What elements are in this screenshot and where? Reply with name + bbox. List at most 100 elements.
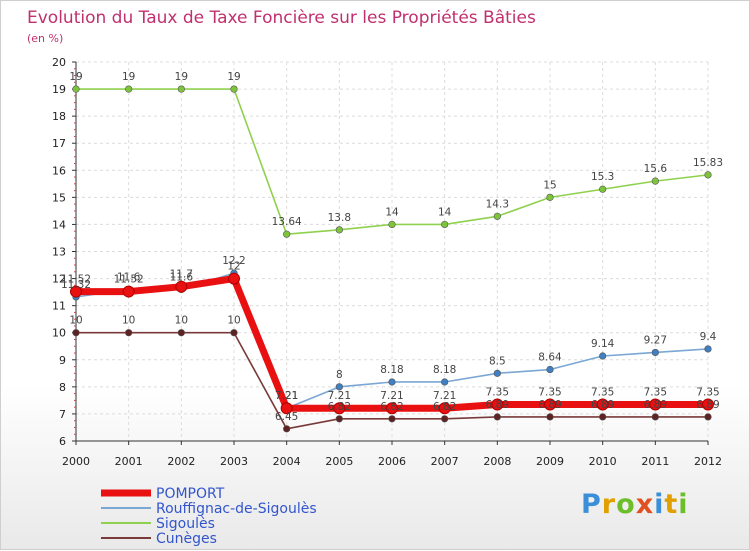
data-point-rouffignac-de-sigoules bbox=[599, 352, 607, 360]
data-point-rouffignac-de-sigoules bbox=[704, 345, 712, 353]
logo-letter: o bbox=[616, 489, 636, 520]
y-tick-label: 6 bbox=[59, 435, 66, 448]
data-point-cuneges bbox=[704, 413, 712, 421]
data-point-cuneges bbox=[177, 329, 185, 337]
x-tick-label: 2010 bbox=[589, 455, 617, 468]
data-point-sigoules bbox=[388, 220, 396, 229]
y-tick-label: 19 bbox=[52, 83, 66, 96]
data-point-pomport bbox=[438, 402, 451, 415]
data-point-sigoules bbox=[704, 171, 712, 179]
logo-letter: x bbox=[635, 489, 655, 520]
legend-label: POMPORT bbox=[156, 486, 225, 502]
legend-label: Rouffignac-de-Sigoulès bbox=[156, 501, 317, 517]
y-tick-label: 9 bbox=[59, 354, 66, 367]
data-label-sigoules: 14.3 bbox=[486, 198, 509, 210]
data-point-sigoules bbox=[546, 193, 554, 201]
data-label-rouffignac-de-sigoules: 9.14 bbox=[591, 338, 615, 350]
data-point-sigoules bbox=[493, 212, 501, 220]
data-point-pomport bbox=[596, 398, 609, 411]
data-label-cuneges: 6.82 bbox=[433, 401, 456, 413]
data-point-rouffignac-de-sigoules bbox=[493, 369, 501, 377]
x-tick-label: 2008 bbox=[483, 455, 511, 468]
data-label-rouffignac-de-sigoules: 8.5 bbox=[489, 355, 506, 367]
data-label-cuneges: 10 bbox=[227, 315, 240, 327]
data-point-cuneges bbox=[493, 413, 501, 421]
data-label-cuneges: 6.89 bbox=[644, 399, 667, 411]
x-tick-label: 2003 bbox=[220, 455, 248, 468]
data-label-pomport: 7.35 bbox=[591, 386, 614, 398]
y-tick-label: 12 bbox=[52, 273, 66, 286]
data-label-pomport: 7.35 bbox=[696, 386, 719, 398]
series-layer bbox=[70, 85, 714, 433]
data-label-pomport: 11.7 bbox=[170, 269, 193, 281]
y-tick-label: 15 bbox=[52, 191, 66, 204]
data-point-cuneges bbox=[335, 415, 343, 423]
data-point-sigoules bbox=[651, 177, 659, 185]
data-label-pomport: 7.21 bbox=[275, 390, 298, 402]
x-tick-label: 2009 bbox=[536, 455, 564, 468]
data-label-cuneges: 6.82 bbox=[380, 401, 403, 413]
data-point-sigoules bbox=[599, 185, 607, 193]
y-tick-label: 18 bbox=[52, 110, 66, 123]
x-tick-label: 2001 bbox=[115, 455, 143, 468]
data-label-pomport: 7.35 bbox=[538, 386, 561, 398]
data-point-sigoules bbox=[125, 85, 133, 93]
data-point-rouffignac-de-sigoules bbox=[546, 365, 554, 374]
data-label-rouffignac-de-sigoules: 8.18 bbox=[380, 364, 403, 376]
y-tick-label: 13 bbox=[52, 246, 66, 259]
legend: POMPORTRouffignac-de-SigoulèsSigoulèsCun… bbox=[101, 486, 317, 547]
data-labels: 19 19 19 19 13.64 13.8 14 14 14.3 15 15.3 15.6 15.83… bbox=[61, 71, 723, 423]
x-tick-label: 2000 bbox=[62, 455, 90, 468]
data-label-cuneges: 6.89 bbox=[591, 399, 614, 411]
data-label-cuneges: 6.45 bbox=[275, 411, 298, 423]
proxiti-logo: Proxiti bbox=[581, 489, 689, 520]
x-tick-label: 2004 bbox=[273, 455, 301, 468]
logo-letter: r bbox=[601, 489, 617, 520]
x-tick-label: 2011 bbox=[641, 455, 669, 468]
data-label-sigoules: 15 bbox=[543, 179, 556, 191]
data-point-pomport bbox=[333, 402, 346, 415]
logo-letter: P bbox=[581, 489, 602, 520]
data-point-pomport bbox=[649, 398, 662, 411]
data-label-rouffignac-de-sigoules: 12.2 bbox=[222, 255, 245, 267]
data-label-rouffignac-de-sigoules: 9.4 bbox=[700, 331, 717, 343]
data-label-rouffignac-de-sigoules: 8.64 bbox=[538, 352, 562, 364]
data-label-sigoules: 15.83 bbox=[693, 157, 723, 169]
y-tick-label: 11 bbox=[52, 300, 66, 313]
data-label-sigoules: 19 bbox=[122, 71, 135, 83]
data-point-pomport bbox=[386, 402, 398, 415]
data-label-cuneges: 6.89 bbox=[486, 399, 509, 411]
data-point-pomport bbox=[70, 285, 82, 298]
logo-letter: t bbox=[664, 489, 679, 520]
legend-label: Sigoulès bbox=[156, 516, 215, 532]
data-point-cuneges bbox=[546, 413, 554, 421]
data-label-rouffignac-de-sigoules: 11.6 bbox=[170, 271, 194, 283]
data-point-rouffignac-de-sigoules bbox=[388, 378, 396, 386]
y-tick-label: 16 bbox=[52, 164, 66, 177]
data-point-pomport bbox=[544, 398, 556, 411]
x-tick-label: 2005 bbox=[325, 455, 353, 468]
data-label-sigoules: 13.64 bbox=[272, 216, 302, 228]
data-point-sigoules bbox=[441, 220, 449, 229]
data-label-rouffignac-de-sigoules: 7.21 bbox=[275, 390, 298, 402]
data-point-cuneges bbox=[599, 413, 607, 421]
legend-label: Cunèges bbox=[156, 531, 217, 547]
data-label-rouffignac-de-sigoules: 11.32 bbox=[61, 279, 91, 291]
data-label-pomport: 7.21 bbox=[380, 390, 403, 402]
data-label-sigoules: 15.6 bbox=[644, 163, 668, 175]
data-point-cuneges bbox=[72, 329, 80, 337]
data-point-pomport bbox=[122, 285, 135, 298]
x-tick-label: 2002 bbox=[167, 455, 195, 468]
data-point-cuneges bbox=[388, 415, 396, 423]
data-label-cuneges: 10 bbox=[122, 315, 135, 327]
data-point-pomport bbox=[491, 398, 504, 411]
data-label-sigoules: 19 bbox=[227, 71, 240, 83]
data-point-sigoules bbox=[283, 230, 291, 238]
data-label-rouffignac-de-sigoules: 8.18 bbox=[433, 364, 456, 376]
data-point-cuneges bbox=[230, 329, 238, 337]
logo-letter: i bbox=[654, 489, 665, 520]
logo-letter: i bbox=[678, 489, 689, 520]
data-label-sigoules: 13.8 bbox=[328, 212, 351, 224]
data-label-rouffignac-de-sigoules: 9.27 bbox=[644, 334, 667, 346]
